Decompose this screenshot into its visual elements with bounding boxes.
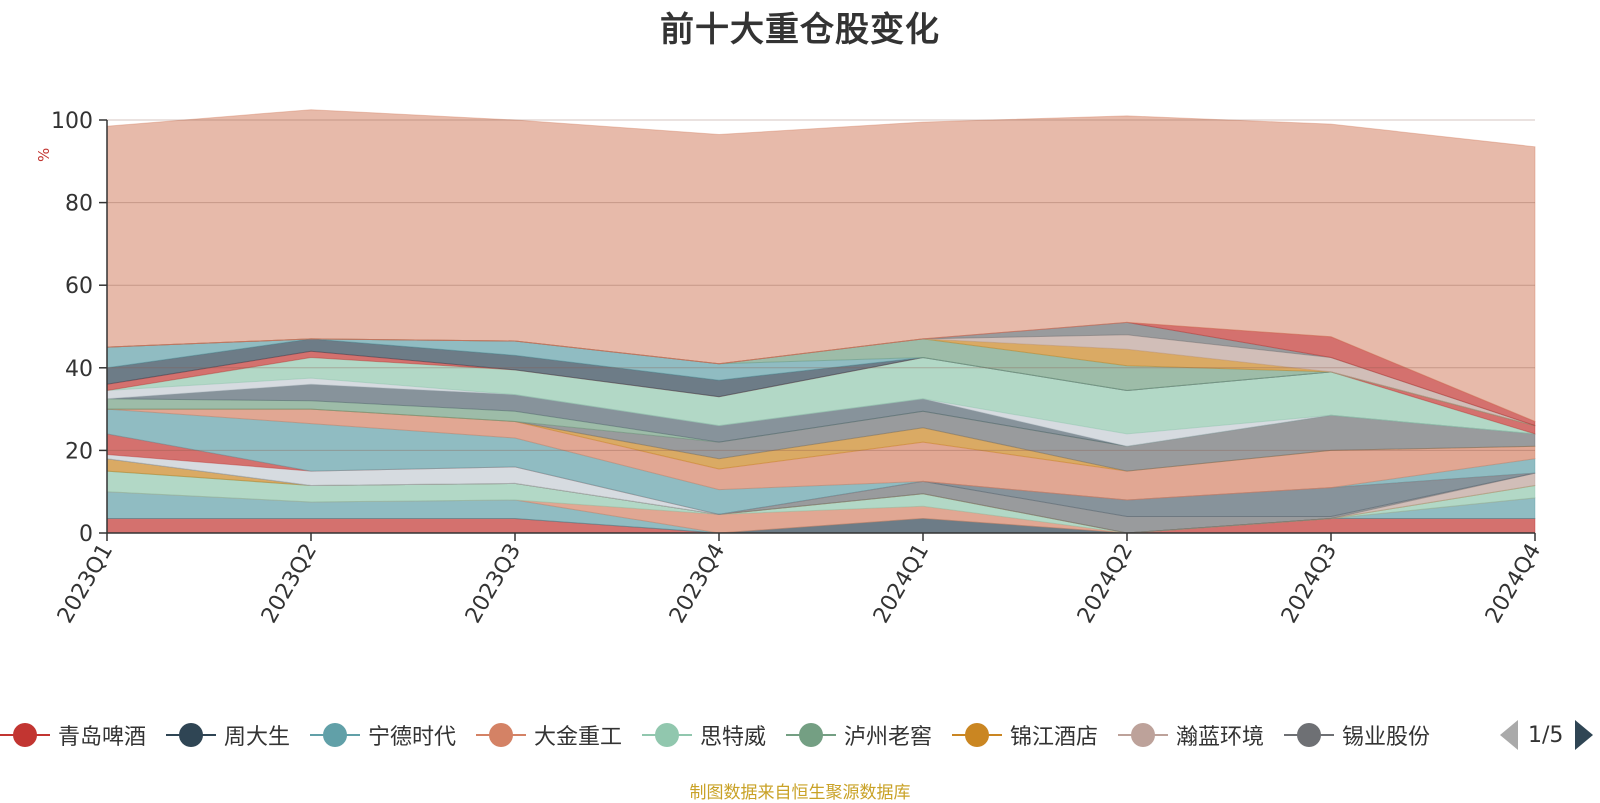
legend-item[interactable]: 周大生 xyxy=(166,715,290,755)
legend-label: 青岛啤酒 xyxy=(58,725,147,750)
x-tick-label: 2023Q2 xyxy=(257,540,322,628)
legend-label: 周大生 xyxy=(224,725,291,750)
legend-marker-icon xyxy=(1284,721,1334,749)
legend-marker-icon xyxy=(1118,721,1168,749)
legend-item[interactable]: 思特威 xyxy=(642,715,766,755)
legend-marker-icon xyxy=(642,721,692,749)
legend-label: 思特威 xyxy=(700,725,767,750)
legend-pager: 1/5 xyxy=(1500,718,1594,752)
legend-item[interactable]: 瀚蓝环境 xyxy=(1118,715,1264,755)
legend-marker-icon xyxy=(476,721,526,749)
y-axis-label: % xyxy=(35,148,53,162)
legend-label: 宁德时代 xyxy=(368,725,457,750)
area-series-28 xyxy=(106,109,1536,423)
x-tick-label: 2023Q1 xyxy=(53,540,118,628)
legend-item[interactable]: 青岛啤酒 xyxy=(0,715,146,755)
x-tick-label: 2024Q4 xyxy=(1481,540,1546,628)
legend-label: 锦江酒店 xyxy=(1010,725,1099,750)
legend-item[interactable]: 泸州老窖 xyxy=(786,715,932,755)
legend: 青岛啤酒 周大生 宁德时代 大金重工 思特威 泸州老窖 锦江酒店 瀚蓝环境 锡业股份 xyxy=(0,715,1482,755)
legend-marker-icon xyxy=(0,721,50,749)
y-tick-label: 0 xyxy=(79,522,93,547)
y-tick-label: 60 xyxy=(65,274,93,299)
legend-marker-icon xyxy=(952,721,1002,749)
legend-page-indicator: 1/5 xyxy=(1528,722,1564,748)
stacked-areas xyxy=(106,109,1536,534)
y-tick-label: 40 xyxy=(65,357,93,382)
x-tick-label: 2023Q3 xyxy=(461,540,526,628)
legend-marker-icon xyxy=(166,721,216,749)
legend-label: 泸州老窖 xyxy=(844,725,933,750)
x-tick-label: 2024Q2 xyxy=(1073,540,1138,628)
x-tick-label: 2024Q3 xyxy=(1277,540,1342,628)
source-note: 制图数据来自恒生聚源数据库 xyxy=(689,783,911,803)
legend-item[interactable]: 宁德时代 xyxy=(310,715,456,755)
legend-label: 锡业股份 xyxy=(1342,725,1431,750)
x-tick-label: 2024Q1 xyxy=(869,540,934,628)
legend-prev-page-button[interactable] xyxy=(1500,720,1518,750)
legend-label: 大金重工 xyxy=(534,725,623,750)
legend-marker-icon xyxy=(786,721,836,749)
y-tick-label: 20 xyxy=(65,439,93,464)
legend-item[interactable]: 锦江酒店 xyxy=(952,715,1098,755)
legend-item[interactable]: 锡业股份 xyxy=(1284,715,1430,755)
y-tick-label: 100 xyxy=(51,109,93,134)
legend-next-page-button[interactable] xyxy=(1575,720,1594,750)
legend-label: 瀚蓝环境 xyxy=(1176,725,1265,750)
chart-title: 前十大重仓股变化 xyxy=(660,10,940,50)
legend-marker-icon xyxy=(310,721,360,749)
y-tick-label: 80 xyxy=(65,192,93,217)
legend-item[interactable]: 大金重工 xyxy=(476,715,622,755)
x-tick-label: 2023Q4 xyxy=(665,540,730,628)
